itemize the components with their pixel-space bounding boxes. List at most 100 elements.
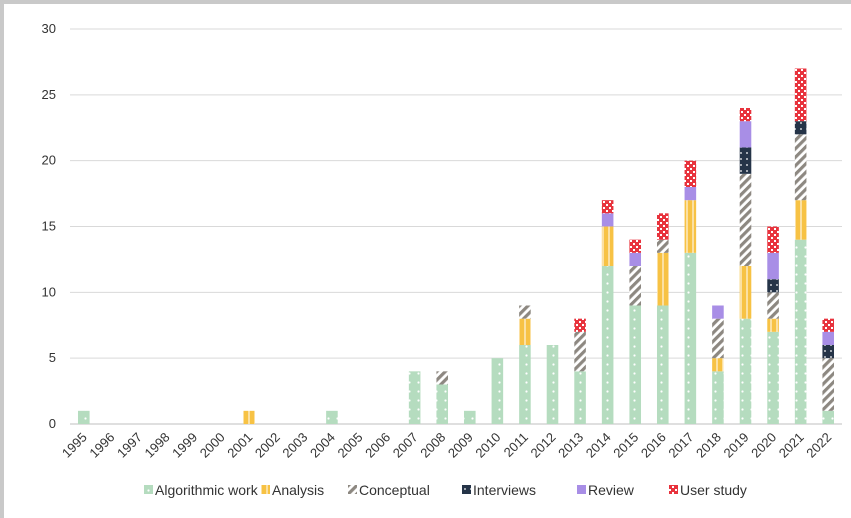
bar-segment [629,305,642,424]
legend-swatch [462,485,471,494]
bars [77,68,835,424]
bar-segment [794,121,807,135]
bar-segment [656,305,669,424]
legend-swatch [348,485,357,494]
bar-segment [684,252,697,424]
bar-segment [656,252,669,306]
bar-segment [794,239,807,424]
bar-segment [574,331,586,372]
x-tick-label: 2012 [528,430,559,461]
x-tick-label: 2000 [197,430,228,461]
bar-segment [601,226,614,266]
x-tick-label: 2004 [307,430,338,461]
x-axis-ticks: 1995199619971998199920002001200220032004… [59,430,834,461]
y-axis-ticks: 0 5 10 15 20 25 30 [42,21,56,431]
x-tick-label: 2008 [417,430,448,461]
x-tick-label: 2017 [665,430,696,461]
bar-segment [77,410,90,424]
bar-segment [767,279,779,293]
bar-segment [739,108,752,122]
bar-segment [822,345,835,359]
x-tick-label: 1996 [86,430,117,461]
bar-segment [767,318,779,332]
x-tick-label: 2011 [501,430,531,460]
x-tick-label: 2005 [335,430,366,461]
bar-segment [794,134,807,201]
bar-segment [656,213,669,240]
bar-segment [822,410,835,424]
bar-segment [408,371,421,424]
x-tick-label: 2019 [721,430,752,461]
bar-segment [739,147,752,174]
x-tick-label: 2015 [610,430,641,461]
bar-segment [822,331,835,345]
y-tick-label: 30 [42,21,56,36]
bar-segment [739,266,752,319]
bar-segment [684,160,697,187]
bar-segment [684,187,697,201]
y-tick-label: 15 [42,219,56,234]
x-tick-label: 1998 [142,430,173,461]
bar-segment [656,239,669,253]
bar-segment [629,252,642,266]
y-tick-label: 0 [49,416,56,431]
bar-segment [767,331,779,424]
bar-segment [794,68,807,122]
bar-segment [739,121,752,148]
gridlines [70,28,842,425]
x-tick-label: 2018 [693,430,724,461]
x-tick-label: 1999 [169,430,200,461]
legend-label: User study [680,482,747,498]
bar-segment [601,200,614,214]
bar-segment [601,213,614,227]
bar-segment [712,305,724,319]
legend: Algorithmic work Analysis Conceptual Interv… [144,482,747,498]
x-tick-label: 2013 [555,430,586,461]
x-tick-label: 2021 [776,430,807,461]
bar-segment [519,345,531,424]
legend-label: Review [588,482,635,498]
bar-segment [822,318,835,332]
bar-segment [463,410,476,424]
legend-label: Interviews [473,482,536,498]
legend-label: Conceptual [359,482,430,498]
bar-segment [767,226,779,253]
bar-segment [684,200,697,253]
bar-segment [739,173,752,266]
x-tick-label: 2016 [638,430,669,461]
x-tick-label: 1995 [59,430,90,461]
bar-segment [712,358,724,372]
y-tick-label: 10 [42,284,56,299]
x-tick-label: 2006 [362,430,393,461]
bar-segment [712,371,724,424]
bar-segment [243,410,256,424]
bar-segment [629,266,642,306]
bar-segment [712,318,724,359]
x-tick-label: 2002 [252,430,283,461]
y-tick-label: 25 [42,87,56,102]
bar-segment [546,345,559,424]
bar-segment [436,371,449,385]
bar-segment [519,318,531,345]
bar-segment [822,358,835,411]
frame-border-left [0,0,4,518]
x-tick-label: 2009 [445,430,476,461]
y-tick-label: 5 [49,350,56,365]
bar-segment [436,384,449,424]
legend-swatch [261,485,270,494]
bar-segment [739,318,752,424]
legend-label: Analysis [272,482,324,498]
bar-segment [574,371,586,424]
legend-swatch [669,485,678,494]
x-tick-label: 2010 [472,430,503,461]
bar-segment [767,292,779,319]
bar-segment [601,266,614,424]
x-tick-label: 2020 [748,430,779,461]
bar-segment [767,252,779,280]
x-tick-label: 2003 [279,430,310,461]
x-tick-label: 2007 [390,430,421,461]
bar-segment [326,410,338,424]
frame-border-top [0,0,851,4]
